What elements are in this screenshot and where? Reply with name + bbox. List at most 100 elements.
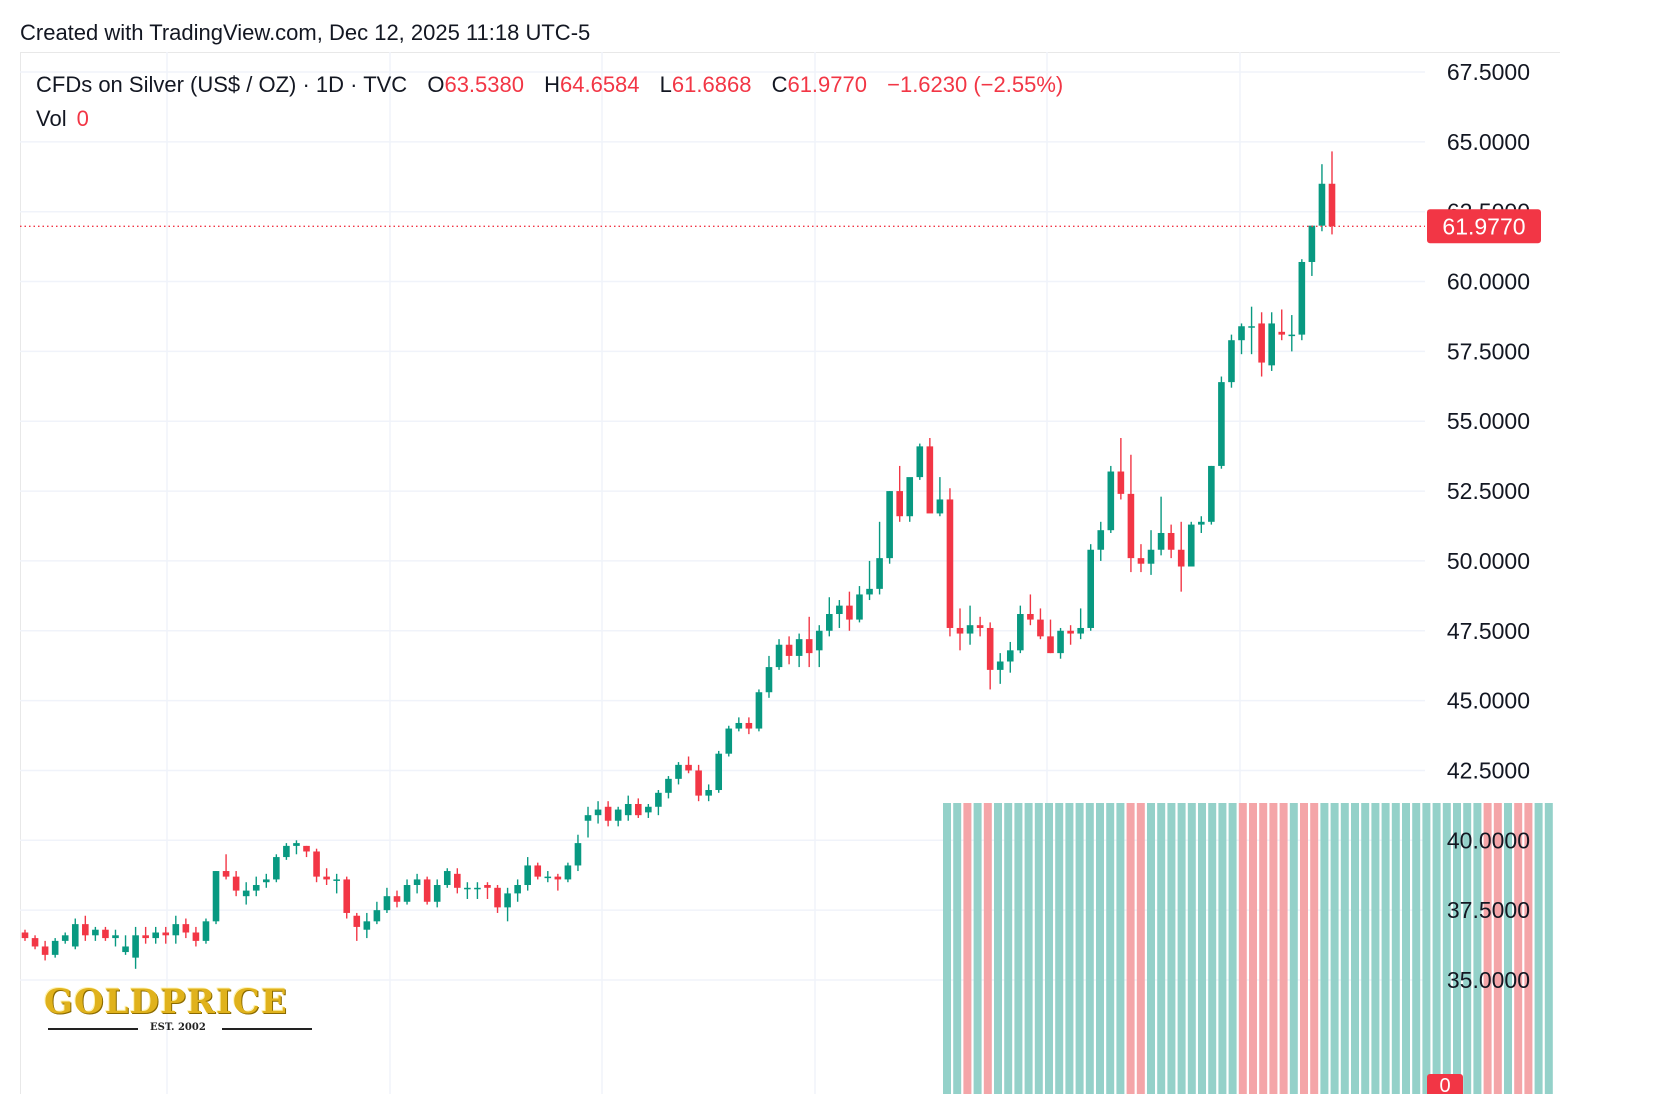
volume-bar <box>1544 803 1553 1094</box>
candle <box>252 876 260 897</box>
candle-body <box>554 876 562 880</box>
candle-body <box>162 932 170 936</box>
price-axis-label: 57.5000 <box>1447 338 1530 364</box>
volume-legend[interactable]: Vol 0 <box>36 106 89 132</box>
volume-bar <box>1300 803 1308 1094</box>
candle <box>1006 641 1014 673</box>
volume-bar <box>1289 803 1298 1094</box>
volume-bar <box>1055 803 1064 1094</box>
candle-body <box>1117 471 1125 494</box>
candle-body <box>1157 532 1165 550</box>
volume-bar <box>1402 803 1410 1094</box>
volume-bar <box>1116 803 1125 1094</box>
candle-body <box>152 932 159 939</box>
candle-body <box>313 851 320 877</box>
candle-body <box>343 879 351 913</box>
candle-body <box>122 946 129 953</box>
volume-bar <box>1177 803 1186 1094</box>
price-axis-label: 65.0000 <box>1447 129 1530 155</box>
candle-body <box>1027 614 1034 620</box>
candle-body <box>584 815 592 821</box>
candle-body <box>1198 521 1205 525</box>
symbol-legend[interactable]: CFDs on Silver (US$ / OZ) · 1D · TVC O63… <box>36 72 1063 98</box>
candle-body <box>805 639 813 654</box>
volume-bar <box>1330 803 1339 1094</box>
candle-body <box>966 625 974 634</box>
volume-bar <box>1381 803 1390 1094</box>
candle <box>413 873 421 894</box>
candle <box>31 935 39 950</box>
candle <box>232 871 240 897</box>
candle <box>584 806 592 838</box>
volume-bar <box>983 803 992 1094</box>
volume-bar <box>1514 803 1523 1094</box>
candle <box>675 762 682 785</box>
created-with-text: Created with TradingView.com, Dec 12, 20… <box>20 20 591 45</box>
volume-bar <box>1136 803 1145 1094</box>
candle <box>71 918 79 950</box>
candle <box>353 912 361 941</box>
high-value: 64.6584 <box>560 72 640 97</box>
candle <box>826 597 833 637</box>
candle <box>433 879 441 908</box>
candle-body <box>645 806 652 813</box>
volume-bar <box>1340 803 1349 1094</box>
candle <box>1097 521 1105 561</box>
candle-body <box>192 932 200 941</box>
candle-body <box>866 588 873 595</box>
volume-bar <box>1483 803 1492 1094</box>
candle <box>242 882 250 905</box>
candle <box>785 636 793 665</box>
candle <box>1238 323 1245 355</box>
candle-body <box>906 477 914 517</box>
candle <box>665 776 672 799</box>
candle <box>614 806 622 827</box>
candle <box>132 926 139 969</box>
candle <box>715 750 723 793</box>
candle-body <box>524 865 531 886</box>
candle-body <box>61 935 69 941</box>
candle-body <box>665 778 672 793</box>
candle <box>262 873 270 888</box>
volume-bar <box>1004 803 1013 1094</box>
candle <box>102 926 109 941</box>
candle-body <box>926 446 934 514</box>
logo-rule-left <box>48 1028 138 1030</box>
candle <box>1198 516 1205 533</box>
candle-body <box>333 879 340 881</box>
candle <box>92 926 99 941</box>
volume-bar <box>1106 803 1115 1094</box>
candle <box>695 764 702 802</box>
candle-body <box>1047 636 1054 654</box>
candle <box>645 803 652 818</box>
price-axis-label: 55.0000 <box>1447 408 1530 434</box>
candle <box>393 890 401 908</box>
candle <box>795 633 803 668</box>
volume-bar <box>994 803 1002 1094</box>
candle-body <box>82 924 89 936</box>
volume-bar <box>1463 803 1472 1094</box>
candle <box>685 756 692 774</box>
candle <box>192 926 200 947</box>
candle <box>1107 465 1115 533</box>
candle-body <box>986 627 994 670</box>
candlestick-series <box>21 151 1336 969</box>
price-axis-label: 60.0000 <box>1447 269 1530 295</box>
change-value: −1.6230 (−2.55%) <box>887 72 1064 97</box>
candle-body <box>182 924 190 933</box>
candle <box>443 868 451 888</box>
candle-body <box>1228 340 1235 383</box>
candle-body <box>685 764 692 771</box>
candle-body <box>634 803 642 816</box>
candle <box>936 477 944 517</box>
candle <box>1218 376 1225 469</box>
volume-bar <box>1024 803 1033 1094</box>
candle-body <box>1087 549 1095 628</box>
volume-bar <box>1045 803 1053 1094</box>
low-value: 61.6868 <box>671 72 752 97</box>
candle <box>1027 594 1034 626</box>
candle-body <box>886 491 893 559</box>
candle-body <box>373 910 381 922</box>
candle-body <box>102 929 109 939</box>
